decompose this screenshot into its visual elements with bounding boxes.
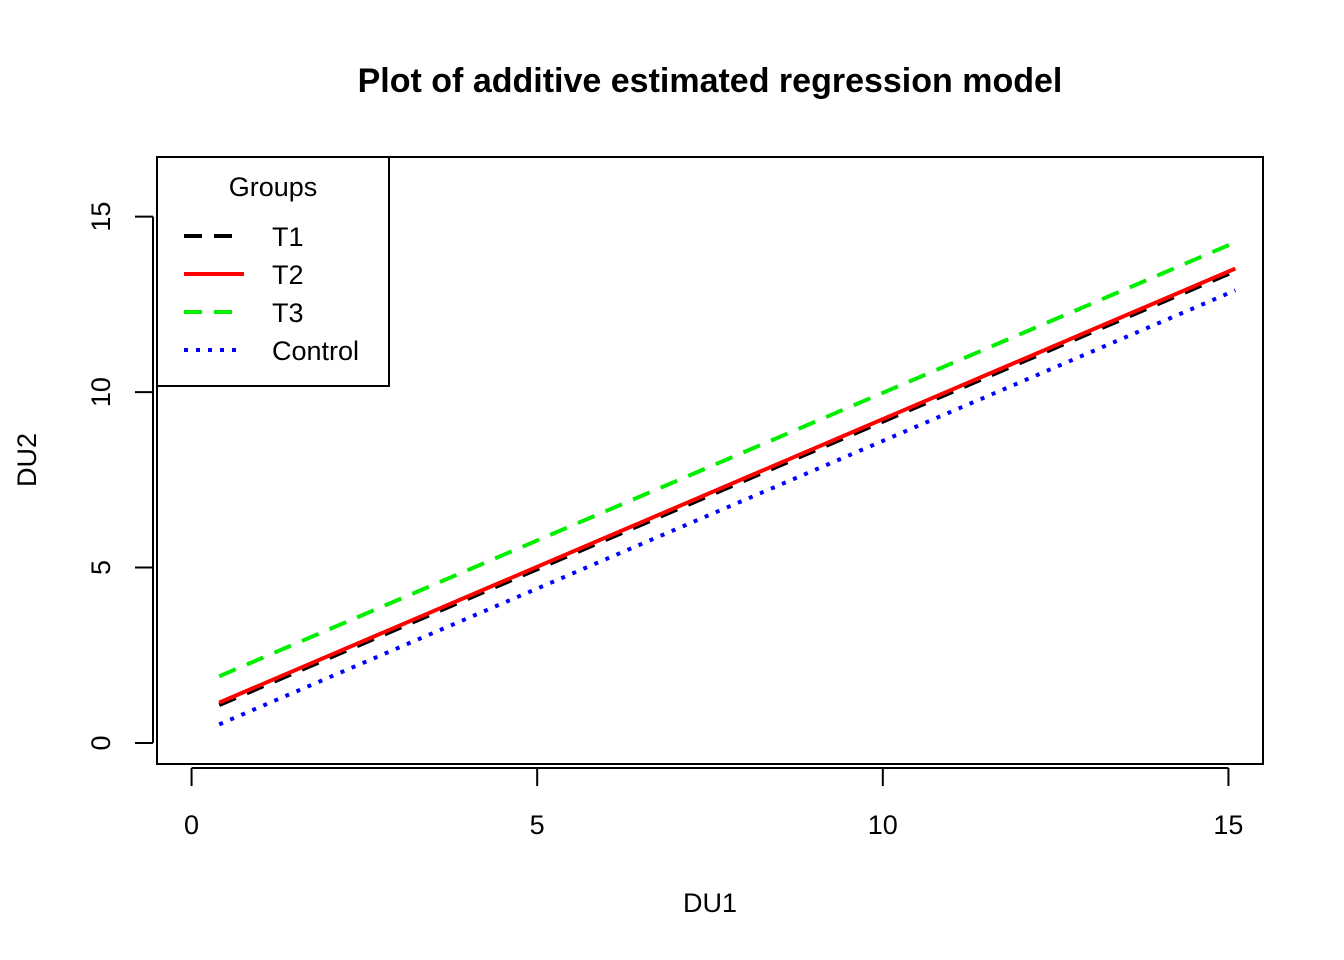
legend-items: T1 T2 T3 Control [184, 222, 359, 366]
y-tick-label: 10 [86, 377, 116, 407]
x-tick-label: 15 [1213, 810, 1243, 840]
series-layer [218, 240, 1237, 727]
y-axis: 0 5 10 15 [86, 202, 154, 750]
x-tick-label: 0 [184, 810, 199, 840]
legend-label-t3: T3 [272, 298, 304, 328]
series-line-t1 [218, 269, 1237, 707]
legend-box [156, 156, 390, 387]
series-line-t3 [218, 240, 1237, 679]
y-tick-label: 0 [86, 735, 116, 750]
x-axis-label: DU1 [683, 888, 737, 918]
series-line-t2 [218, 266, 1237, 705]
y-axis-label: DU2 [12, 433, 42, 487]
x-axis: 0 5 10 15 [184, 767, 1243, 840]
legend-label-t1: T1 [272, 222, 304, 252]
legend-label-t2: T2 [272, 260, 304, 290]
legend-title: Groups [229, 172, 318, 202]
y-tick-label: 15 [86, 202, 116, 232]
series-line-control [218, 288, 1237, 727]
plot-area [156, 156, 1264, 765]
x-tick-label: 10 [868, 810, 898, 840]
y-tick-label: 5 [86, 560, 116, 575]
legend: Groups T1 T2 T3 Control [156, 156, 390, 387]
x-tick-label: 5 [530, 810, 545, 840]
chart-title: Plot of additive estimated regression mo… [358, 62, 1063, 100]
legend-label-control: Control [272, 336, 359, 366]
